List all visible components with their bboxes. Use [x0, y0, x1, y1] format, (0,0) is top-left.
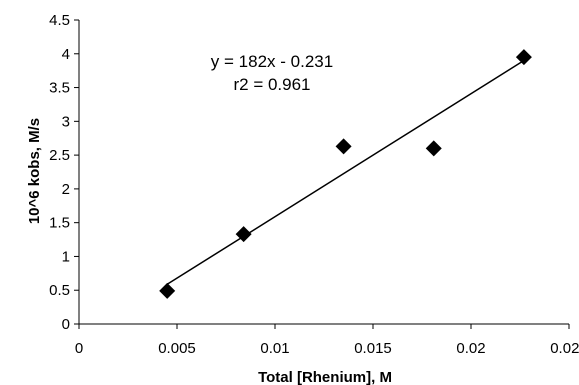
x-tick-label: 0.01	[260, 340, 289, 357]
data-point-diamond	[159, 282, 176, 299]
x-tick-label: 0.02	[456, 340, 485, 357]
data-point-diamond	[335, 138, 352, 155]
y-tick-label: 1	[62, 248, 70, 265]
y-axis-ticks: 0 0.5 1 1.5 2 2.5 3 3.5 4 4.5	[49, 12, 79, 333]
y-tick-label: 4.5	[49, 12, 70, 29]
y-tick-label: 3.5	[49, 80, 70, 97]
y-tick-label: 0	[62, 316, 70, 333]
y-tick-label: 3	[62, 113, 70, 130]
x-tick-label: 0.015	[354, 340, 392, 357]
trendline	[166, 59, 525, 285]
y-tick-label: 4	[62, 46, 70, 63]
y-tick-label: 2.5	[49, 147, 70, 164]
x-tick-label: 0	[75, 340, 83, 357]
x-tick-label: 0.005	[158, 340, 196, 357]
equation-label: y = 182x - 0.231	[211, 52, 333, 71]
x-axis-ticks: 0 0.005 0.01 0.015 0.02 0.025	[75, 324, 579, 357]
y-axis-title: 10^6 kobs, M/s	[26, 118, 43, 224]
y-tick-label: 1.5	[49, 215, 70, 232]
r-squared-label: r2 = 0.961	[233, 75, 310, 94]
y-tick-label: 2	[62, 181, 70, 198]
data-point-diamond	[515, 49, 532, 66]
data-point-diamond	[235, 226, 252, 243]
x-tick-label: 0.025	[550, 340, 579, 357]
x-axis-title: Total [Rhenium], M	[258, 369, 392, 385]
y-tick-label: 0.5	[49, 282, 70, 299]
data-point-diamond	[425, 140, 442, 157]
data-points	[159, 49, 532, 299]
